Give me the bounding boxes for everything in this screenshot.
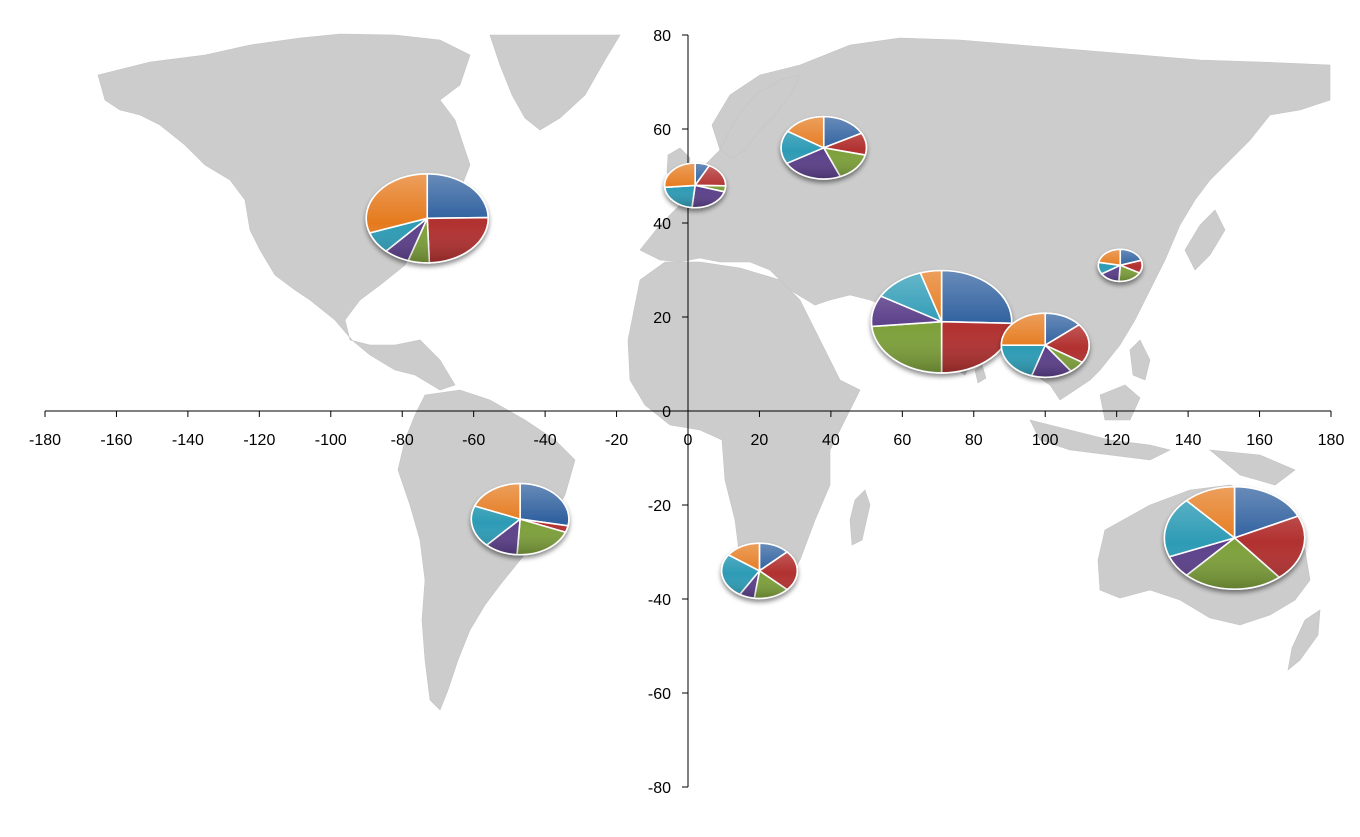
pie-gloss	[1000, 312, 1090, 378]
x-tick-label: -40	[534, 432, 557, 449]
x-tick-label: 80	[965, 432, 983, 449]
pie-marker	[1097, 248, 1143, 283]
x-tick-label: -160	[100, 432, 132, 449]
land-north-america	[97, 33, 471, 391]
land-borneo	[1099, 384, 1141, 421]
y-tick-label: 20	[653, 310, 671, 327]
x-tick-label: 120	[1103, 432, 1130, 449]
x-tick-label: 40	[822, 432, 840, 449]
land-japan	[1184, 209, 1226, 271]
land-new-zealand	[1287, 609, 1321, 671]
pie-gloss	[470, 482, 570, 556]
x-tick-label: 20	[751, 432, 769, 449]
pie-marker	[870, 269, 1013, 374]
pie-gloss	[664, 162, 727, 209]
x-tick-label: -60	[462, 432, 485, 449]
pie-marker	[663, 162, 727, 209]
world-landmass	[97, 33, 1331, 711]
pie-gloss	[1163, 486, 1306, 590]
land-indonesia	[1029, 419, 1171, 461]
x-tick-label: -80	[391, 432, 414, 449]
pie-gloss	[1097, 248, 1143, 282]
y-tick-label: 40	[653, 216, 671, 233]
y-tick-label: -40	[648, 592, 671, 609]
x-tick-label: 100	[1032, 432, 1059, 449]
pie-marker	[1000, 312, 1090, 379]
land-south-america	[397, 389, 576, 711]
pie-marker	[365, 172, 490, 264]
pie-gloss	[780, 116, 868, 180]
pie-markers	[365, 115, 1306, 600]
y-tick-label: 80	[653, 28, 671, 45]
land-scandinavia	[719, 74, 801, 159]
x-tick-label: -20	[605, 432, 628, 449]
x-tick-label: 160	[1246, 432, 1273, 449]
pie-marker	[720, 542, 799, 600]
land-new-guinea	[1209, 449, 1296, 486]
x-tick-label: 60	[893, 432, 911, 449]
land-sri-lanka	[974, 364, 987, 384]
y-tick-label: -20	[648, 498, 671, 515]
x-tick-label: 180	[1318, 432, 1345, 449]
x-tick-label: 0	[684, 432, 693, 449]
y-tick-label: 60	[653, 122, 671, 139]
pie-marker	[1163, 485, 1306, 590]
x-tick-label: -100	[315, 432, 347, 449]
x-tick-label: -140	[172, 432, 204, 449]
land-greenland	[489, 34, 621, 131]
y-tick-label: 0	[662, 404, 671, 421]
x-tick-label: -120	[243, 432, 275, 449]
x-tick-label: -180	[29, 432, 61, 449]
pie-marker	[780, 115, 868, 180]
y-tick-label: -80	[648, 780, 671, 797]
land-philippines	[1129, 339, 1151, 381]
pie-gloss	[870, 269, 1013, 374]
pie-gloss	[721, 542, 798, 600]
land-madagascar	[849, 489, 871, 546]
x-tick-label: 140	[1175, 432, 1202, 449]
y-axis-ticks: 80 60 40 20 0 -20 -40 -60 -80	[648, 28, 688, 797]
y-tick-label: -60	[648, 686, 671, 703]
axes: -180 -160 -140 -120 -100 -80 -60 -40 -20 0 20 40 60 8…	[29, 28, 1344, 797]
pie-gloss	[365, 173, 489, 264]
x-axis-ticks: -180 -160 -140 -120 -100 -80 -60 -40 -20 0 20 40 60 8…	[29, 411, 1344, 449]
pie-marker	[470, 482, 570, 556]
